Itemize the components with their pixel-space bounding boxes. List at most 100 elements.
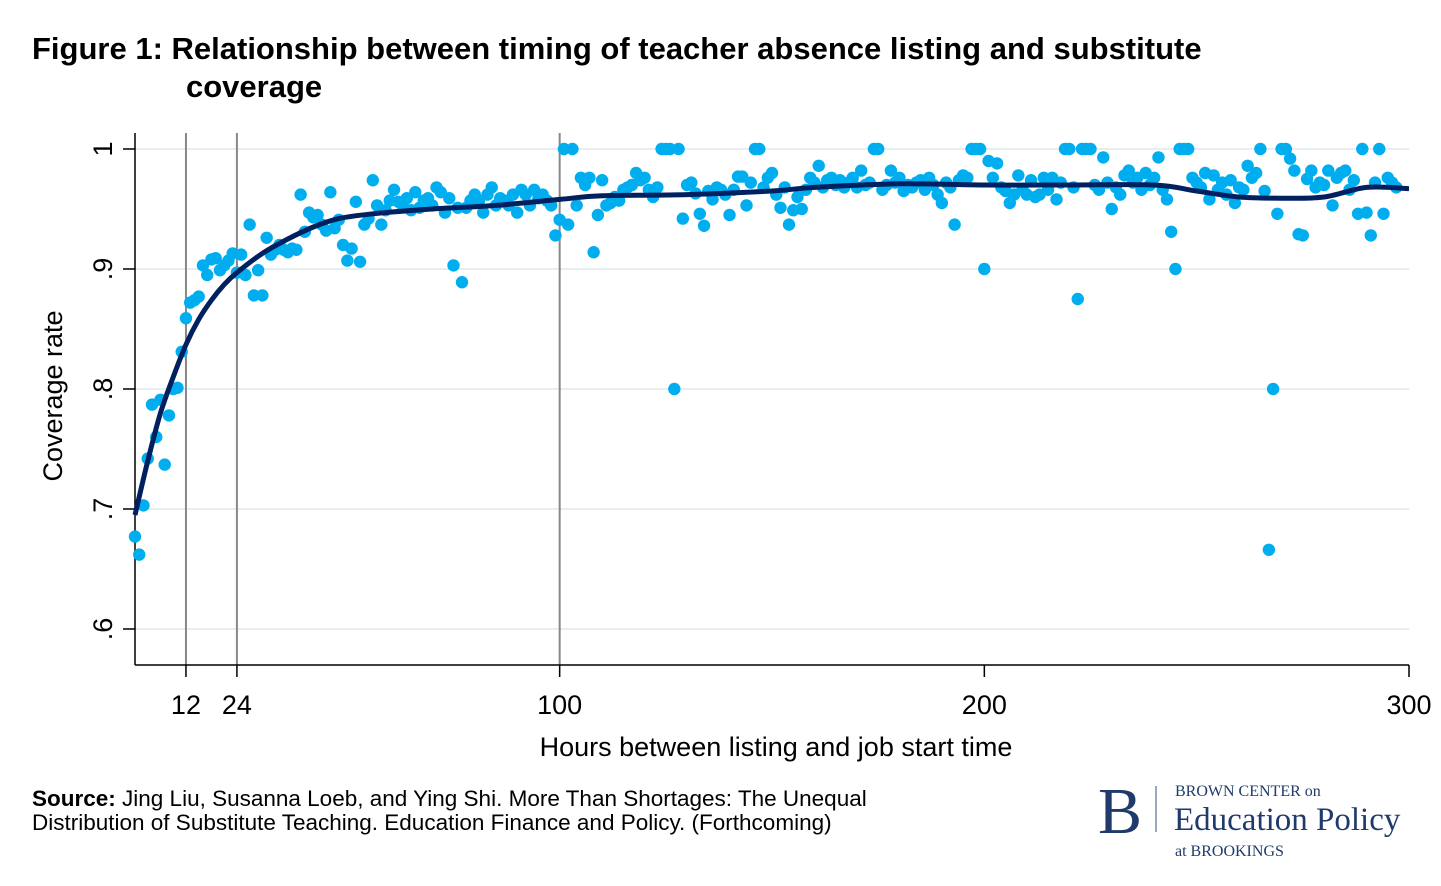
- data-point: [791, 190, 804, 204]
- x-axis-label: Hours between listing and job start time: [540, 732, 1013, 762]
- data-point: [477, 206, 490, 219]
- data-point: [935, 196, 949, 210]
- data-point: [294, 188, 307, 201]
- data-point: [1288, 164, 1301, 177]
- data-point: [1322, 164, 1335, 177]
- data-point: [243, 218, 256, 231]
- y-tick-label: .8: [88, 378, 118, 401]
- data-point: [485, 181, 498, 194]
- data-point: [1148, 171, 1161, 184]
- data-point: [171, 381, 184, 394]
- source-line-2: Distribution of Substitute Teaching. Edu…: [32, 810, 832, 835]
- y-tick-label: .9: [88, 258, 118, 281]
- data-point: [685, 176, 698, 189]
- title-line-2: coverage: [186, 69, 323, 104]
- data-point: [697, 219, 711, 232]
- data-point: [1283, 152, 1297, 165]
- data-point: [455, 276, 469, 289]
- logo-letter: B: [1098, 775, 1143, 848]
- data-point: [651, 181, 664, 194]
- data-point: [387, 183, 401, 196]
- data-point: [128, 530, 142, 543]
- data-point: [1356, 142, 1369, 156]
- figure-title: Figure 1: Relationship between timing of…: [32, 30, 1202, 106]
- data-point: [672, 142, 685, 156]
- source-label: Source:: [32, 786, 116, 811]
- data-point: [990, 157, 1004, 170]
- y-tick-label: .7: [88, 498, 118, 521]
- data-point: [986, 171, 1000, 184]
- data-point: [239, 268, 252, 282]
- data-point: [260, 231, 273, 244]
- data-point: [795, 202, 808, 216]
- data-point: [1169, 262, 1182, 276]
- data-point: [1305, 164, 1318, 177]
- data-point: [744, 176, 757, 189]
- data-point: [1097, 151, 1110, 164]
- data-point: [561, 218, 575, 231]
- data-point: [1271, 207, 1284, 220]
- data-point: [1377, 207, 1390, 220]
- data-point: [1012, 169, 1025, 182]
- logo-line-3: at BROOKINGS: [1175, 843, 1284, 860]
- x-tick-label: 12: [171, 690, 201, 720]
- data-point: [812, 159, 825, 172]
- data-point: [1360, 206, 1373, 219]
- data-point: [549, 229, 562, 242]
- data-point: [349, 195, 363, 208]
- data-point: [884, 164, 898, 177]
- data-point: [1296, 229, 1310, 242]
- data-point: [443, 192, 456, 205]
- logo-line-2: Education Policy: [1174, 802, 1401, 838]
- data-point: [247, 289, 261, 302]
- y-axis-label: Coverage rate: [38, 310, 68, 481]
- data-point: [192, 290, 205, 303]
- data-point: [583, 171, 596, 184]
- data-point: [375, 218, 388, 231]
- data-point: [668, 382, 681, 396]
- data-point: [345, 242, 358, 255]
- data-point: [1339, 164, 1352, 177]
- data-point: [1364, 229, 1377, 242]
- data-point: [740, 199, 753, 212]
- data-point: [1152, 151, 1165, 164]
- data-point: [1224, 174, 1237, 187]
- logo-line-1: BROWN CENTER on: [1175, 783, 1321, 800]
- data-point: [676, 212, 690, 225]
- data-point: [1347, 174, 1360, 187]
- data-point: [1254, 142, 1267, 156]
- data-point: [595, 174, 609, 187]
- data-point: [846, 171, 859, 184]
- y-tick-label: 1: [88, 141, 118, 156]
- data-point: [447, 259, 460, 272]
- data-point: [1181, 142, 1195, 156]
- data-point: [765, 166, 779, 180]
- data-point: [1317, 178, 1331, 192]
- data-point: [1262, 543, 1276, 556]
- y-tick-label: .6: [88, 618, 118, 641]
- logo-divider: [1155, 786, 1157, 832]
- data-point: [234, 248, 248, 261]
- data-point: [961, 171, 974, 184]
- title-line-1: Figure 1: Relationship between timing of…: [32, 31, 1202, 66]
- data-point: [1228, 196, 1242, 210]
- data-point: [1037, 171, 1050, 184]
- data-point: [1207, 169, 1220, 182]
- x-tick-label: 200: [962, 690, 1007, 720]
- data-point: [409, 186, 422, 199]
- data-point: [973, 142, 987, 156]
- data-point: [723, 208, 736, 222]
- data-point: [200, 268, 214, 282]
- data-point: [1258, 184, 1271, 198]
- data-point: [774, 201, 787, 214]
- data-point: [948, 218, 961, 231]
- data-point: [341, 254, 354, 267]
- x-tick-label: 100: [537, 690, 582, 720]
- source-line-1: Jing Liu, Susanna Loeb, and Ying Shi. Mo…: [115, 786, 867, 811]
- data-point: [978, 262, 991, 276]
- data-point: [753, 142, 766, 156]
- source-note: Source: Jing Liu, Susanna Loeb, and Ying…: [32, 787, 867, 835]
- data-point: [256, 289, 269, 302]
